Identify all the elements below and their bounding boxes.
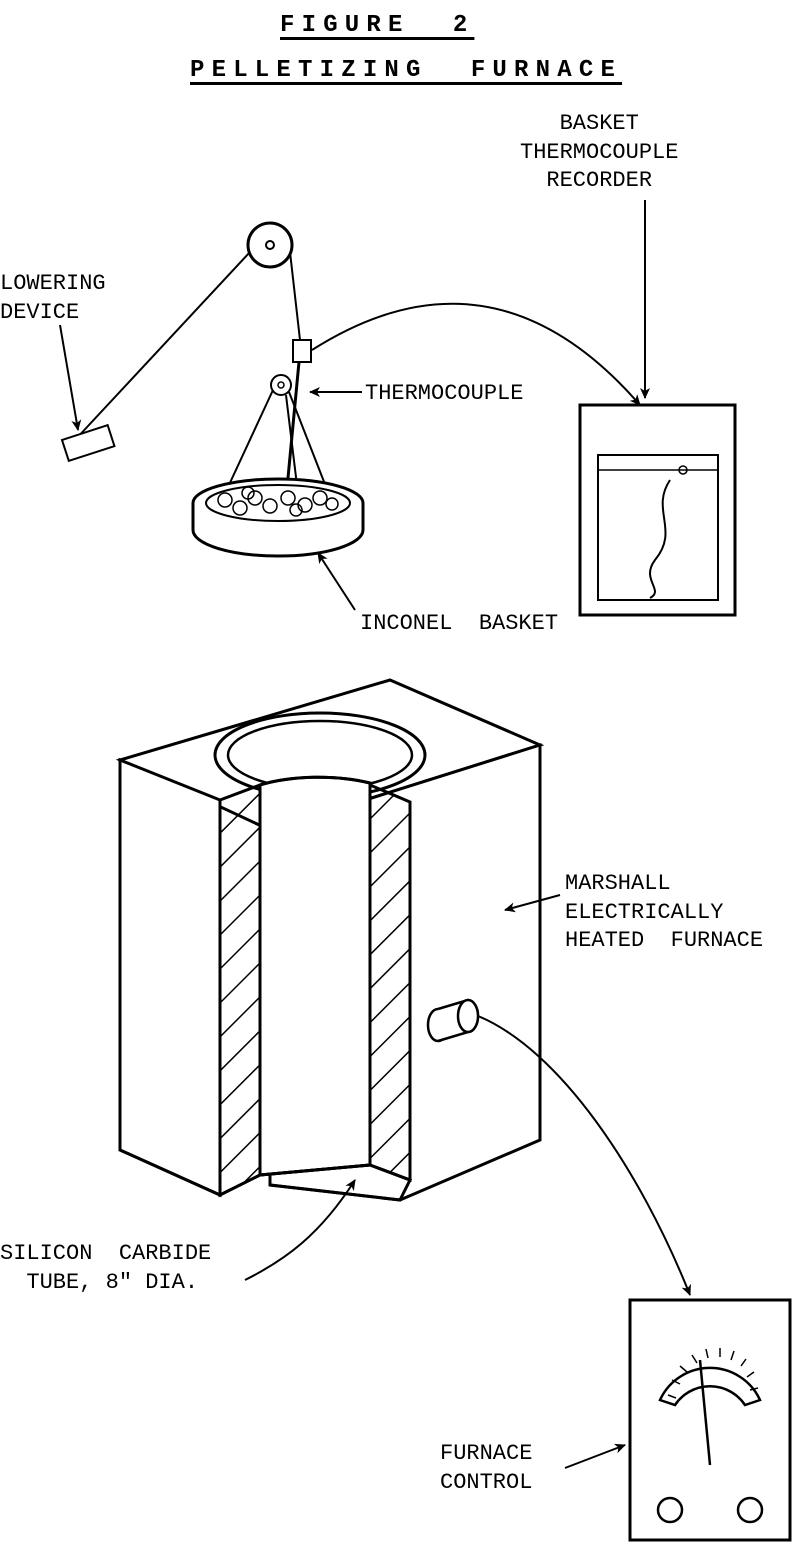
arrow-furnace-control [565, 1445, 625, 1468]
inconel-basket-icon [193, 479, 363, 556]
diagram-svg [0, 0, 800, 1550]
arrow-lowering-device [60, 325, 78, 430]
pulley-icon [248, 223, 292, 267]
recorder-wire [312, 304, 640, 405]
recorder-icon [580, 405, 735, 615]
cable-icon [75, 252, 300, 440]
arrow-silicon-tube [245, 1180, 355, 1280]
lowering-device-icon [62, 425, 114, 461]
connector-block-icon [271, 340, 311, 395]
furnace-block-icon [120, 680, 540, 1200]
arrow-inconel-basket [318, 553, 355, 610]
furnace-control-icon [630, 1300, 790, 1540]
